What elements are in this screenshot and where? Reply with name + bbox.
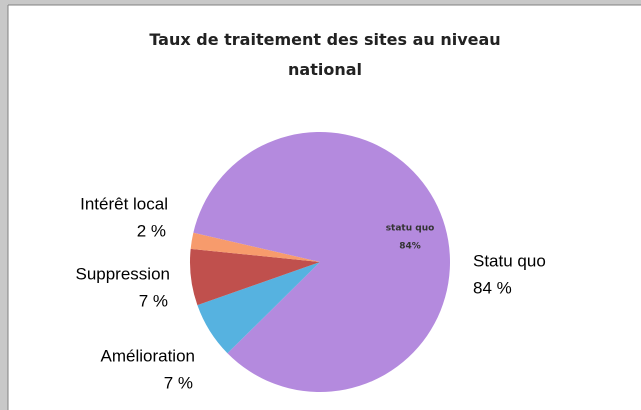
slice-value-label: 84 % [473, 278, 512, 297]
chart-title: Taux de traitement des sites au niveau na… [149, 30, 500, 79]
pie-slice [193, 132, 450, 393]
slice-value-label: 2 % [137, 221, 166, 240]
inner-label: statu quo [386, 224, 435, 234]
slice-label: Suppression [75, 264, 170, 283]
pie-slice [190, 232, 320, 262]
inner-value-label: 84% [399, 242, 421, 252]
pie-slice [190, 248, 320, 306]
slice-label: Intérêt local [80, 194, 168, 213]
slice-value-label: 7 % [139, 291, 168, 310]
slice-label: Statu quo [473, 251, 546, 270]
slice-value-label: 7 % [164, 373, 193, 392]
slice-label: Amélioration [101, 346, 196, 365]
pie-slice [197, 262, 320, 354]
